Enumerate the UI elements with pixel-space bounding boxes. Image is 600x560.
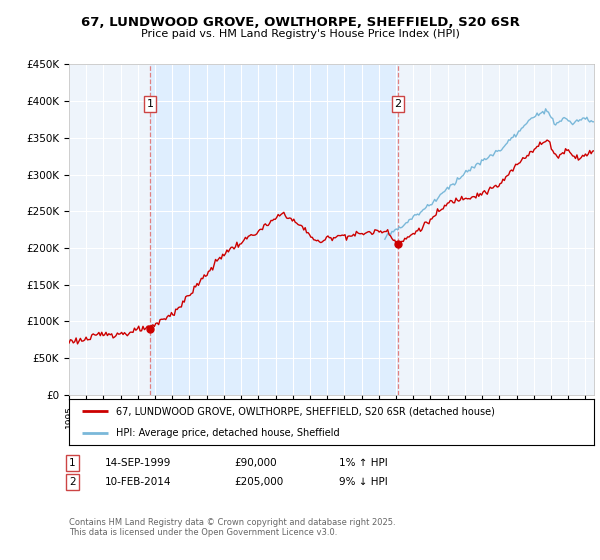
Bar bbox=[150, 64, 398, 395]
Text: 2: 2 bbox=[69, 477, 76, 487]
Text: 1: 1 bbox=[146, 99, 154, 109]
Text: 1% ↑ HPI: 1% ↑ HPI bbox=[339, 458, 388, 468]
Text: Contains HM Land Registry data © Crown copyright and database right 2025.
This d: Contains HM Land Registry data © Crown c… bbox=[69, 518, 395, 538]
Text: 67, LUNDWOOD GROVE, OWLTHORPE, SHEFFIELD, S20 6SR (detached house): 67, LUNDWOOD GROVE, OWLTHORPE, SHEFFIELD… bbox=[116, 406, 495, 416]
Text: 10-FEB-2014: 10-FEB-2014 bbox=[105, 477, 172, 487]
Text: £205,000: £205,000 bbox=[234, 477, 283, 487]
Text: Price paid vs. HM Land Registry's House Price Index (HPI): Price paid vs. HM Land Registry's House … bbox=[140, 29, 460, 39]
Text: £90,000: £90,000 bbox=[234, 458, 277, 468]
Text: HPI: Average price, detached house, Sheffield: HPI: Average price, detached house, Shef… bbox=[116, 428, 340, 438]
Text: 2: 2 bbox=[395, 99, 401, 109]
Text: 1: 1 bbox=[69, 458, 76, 468]
Text: 67, LUNDWOOD GROVE, OWLTHORPE, SHEFFIELD, S20 6SR: 67, LUNDWOOD GROVE, OWLTHORPE, SHEFFIELD… bbox=[80, 16, 520, 29]
Text: 9% ↓ HPI: 9% ↓ HPI bbox=[339, 477, 388, 487]
Text: 14-SEP-1999: 14-SEP-1999 bbox=[105, 458, 172, 468]
